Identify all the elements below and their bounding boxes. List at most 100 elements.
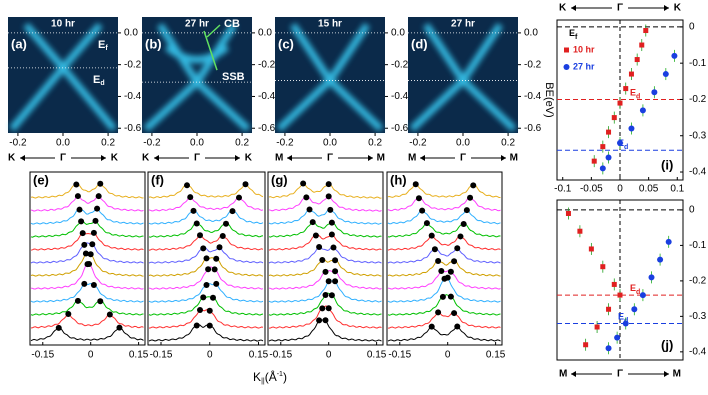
panel-title: 15 hr (318, 19, 342, 30)
annotation-arrow (203, 24, 221, 71)
arrow-head (664, 5, 669, 11)
point (628, 125, 635, 132)
axis-mid: Γ (617, 369, 623, 380)
peak-dot (325, 278, 332, 285)
peak-dot (309, 219, 316, 226)
peak-dot (322, 292, 329, 299)
peak-dot (428, 232, 435, 239)
point (648, 274, 655, 281)
legend-swatch (564, 47, 569, 53)
axis-end: M (275, 153, 283, 164)
panel-label: (b) (145, 36, 162, 51)
y-tick-label: -0.4 (124, 91, 142, 102)
point (605, 345, 612, 352)
label-part: E (630, 283, 636, 293)
label-part: f (105, 45, 108, 52)
point (657, 256, 664, 263)
peak-dot (460, 220, 467, 227)
mdc-curve (268, 280, 382, 303)
peak-dot (76, 206, 83, 213)
peak-dot (412, 181, 419, 188)
peak-dot (415, 195, 422, 202)
x-tick-label: -0.2 (409, 138, 427, 149)
peak-dot (303, 194, 310, 201)
panel-title: 27 hr (451, 19, 475, 30)
x-tick-label: 0.0 (323, 138, 337, 149)
x-tick-label: 0.2 (235, 138, 249, 149)
point (628, 71, 634, 77)
label-part: f (575, 34, 578, 41)
mdc-curve (30, 183, 144, 199)
peak-dot (332, 278, 339, 285)
x-tick-label: 0 (326, 350, 332, 361)
arrow-head (235, 155, 240, 161)
label-part: (Å (265, 369, 277, 384)
panel-label: (h) (390, 172, 407, 187)
point (588, 246, 594, 252)
peak-dot (206, 322, 213, 329)
mdc-curve (268, 246, 382, 264)
y-tick-label: -0.2 (124, 59, 142, 70)
label-part: E (618, 312, 624, 322)
x-tick-label: 0.15 (249, 350, 269, 361)
label: BE(eV) (543, 82, 555, 117)
mdc-curve (387, 222, 501, 238)
peak-dot (454, 323, 461, 330)
peak-dot (435, 257, 442, 264)
x-tick-label: 0 (445, 350, 451, 361)
band-glow (9, 22, 117, 132)
point (631, 306, 638, 313)
band (164, 44, 230, 63)
point (662, 71, 669, 78)
peak-dot (423, 220, 430, 227)
x-tick-label: 0.2 (501, 138, 515, 149)
label-part: BE(eV) (543, 82, 555, 117)
peak-dot (94, 205, 101, 212)
peak-dot (87, 251, 94, 258)
mdc-frame (386, 171, 503, 346)
y-tick-label: 0.0 (124, 28, 138, 39)
peak-dot (330, 244, 337, 251)
peak-dot (184, 182, 190, 189)
peak-dot (327, 206, 334, 213)
point (591, 158, 597, 164)
peak-dot (206, 307, 213, 314)
mdc-curve (148, 296, 264, 316)
peak-dot (97, 180, 104, 187)
peak-dot (322, 317, 329, 324)
peak-dot (79, 230, 86, 237)
peak-dot (90, 282, 97, 289)
label-part: ) (283, 370, 287, 384)
mdc-curve (30, 232, 144, 251)
point (617, 139, 623, 146)
point (565, 210, 571, 216)
peak-dot (203, 255, 210, 262)
peak-dot (65, 311, 72, 318)
x-tick-label: 0.15 (367, 350, 387, 361)
y-tick-label: -0.6 (124, 123, 142, 134)
mdc-curve (268, 195, 382, 212)
peak-dot (438, 267, 445, 274)
x-tick-label: -0.2 (276, 138, 294, 149)
x-tick-label: -0.2 (143, 138, 161, 149)
arrow-head (287, 155, 292, 161)
y-tick-label: -0.2 (391, 59, 409, 70)
arrow-head (368, 155, 373, 161)
peak-dot (325, 181, 332, 188)
peak-dot (328, 292, 335, 299)
peak-dot (74, 297, 81, 304)
y-tick-label: -0.1 (689, 58, 707, 69)
panel-title: 27 hr (185, 19, 209, 30)
mdc-curve (30, 263, 144, 290)
y-tick-label: -0.4 (689, 167, 707, 178)
arrow-head (571, 371, 576, 377)
peak-dot (467, 194, 474, 201)
y-tick-label: -0.4 (258, 91, 276, 102)
axis-end: K (674, 3, 682, 14)
mdc-curve (148, 222, 264, 238)
mdc-frame (147, 171, 266, 346)
label-part: d (636, 289, 640, 296)
point (622, 320, 629, 327)
peak-dot (470, 182, 477, 189)
mdc-curve (268, 233, 382, 251)
